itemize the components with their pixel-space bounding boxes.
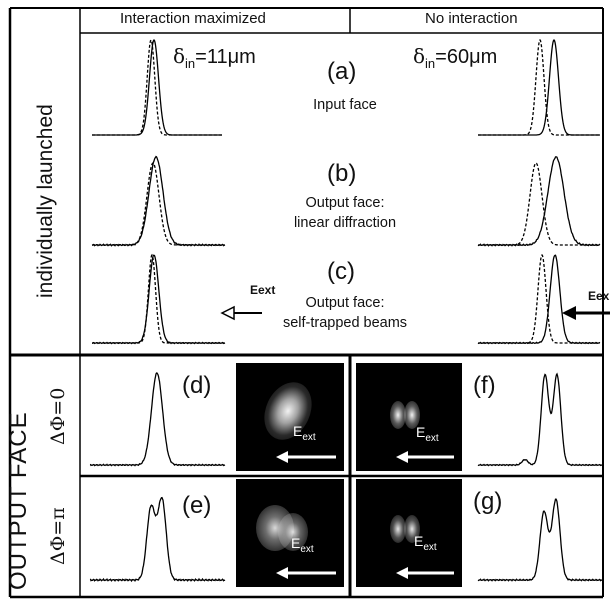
panel-e-label: (e) xyxy=(182,492,212,519)
panel-f-label: (f) xyxy=(473,372,496,399)
profile-b-left-dashed xyxy=(92,162,225,246)
field-label-image: Eext xyxy=(416,424,439,444)
field-symbol: E xyxy=(416,424,426,440)
field-label-image: Eext xyxy=(293,423,316,443)
caption-line: Input face xyxy=(313,97,377,113)
beam-spot xyxy=(390,401,406,429)
profile-b-left-solid xyxy=(91,155,226,247)
field-arrows xyxy=(220,305,610,579)
field-label-image: Eext xyxy=(414,533,437,553)
profile-f xyxy=(477,372,604,467)
profile-e xyxy=(89,496,226,583)
panel-c-caption: Output face: self-trapped beams xyxy=(258,293,432,333)
image-field-arrow-head xyxy=(276,567,288,579)
panel-b-label: (b) xyxy=(327,160,357,187)
caption-line: Output face: xyxy=(305,195,385,211)
profile-d xyxy=(89,372,226,467)
profile-b-right-dashed xyxy=(478,162,600,246)
caption-line: self-trapped beams xyxy=(282,315,408,331)
panel-d-label: (d) xyxy=(182,372,212,399)
image-field-arrow-head xyxy=(396,451,408,463)
panel-g-label: (g) xyxy=(473,488,503,515)
profile-g xyxy=(477,498,604,582)
profile-a-right-dashed xyxy=(478,38,600,136)
image-field-arrow-head xyxy=(396,567,408,579)
field-arrow-left-head xyxy=(220,305,235,321)
field-subscript: ext xyxy=(423,542,437,553)
field-label-left: Eext xyxy=(250,283,276,297)
delta-value: =60μm xyxy=(435,46,498,68)
field-arrow-right-head xyxy=(562,306,576,320)
profile-c-right-solid xyxy=(477,254,601,345)
grid-lines xyxy=(8,7,604,599)
panel-a-caption: Input face xyxy=(270,95,420,115)
caption-line: Output face: xyxy=(305,295,385,311)
image-f: Eext xyxy=(356,363,462,471)
delta-symbol: δ xyxy=(413,44,426,68)
beam-spot xyxy=(390,515,406,543)
header-interaction-maximized: Interaction maximized xyxy=(120,10,266,27)
field-subscript: ext xyxy=(425,433,439,444)
field-symbol: E xyxy=(414,533,424,549)
image-d: Eext xyxy=(236,363,344,471)
delta-symbol: δ xyxy=(173,44,186,68)
profile-c-right-dashed xyxy=(478,253,600,344)
panel-c-label: (c) xyxy=(327,258,355,285)
field-label-image: Eext xyxy=(291,535,314,555)
image-e: Eext xyxy=(236,479,344,587)
individually-launched-label: individually launched xyxy=(34,104,57,298)
field-symbol: E xyxy=(291,535,301,551)
delta-phi-zero-label: ΔΦ=0 xyxy=(47,387,69,445)
profile-c-left-solid xyxy=(92,254,226,345)
caption-line: linear diffraction xyxy=(293,215,397,231)
panel-b-caption: Output face: linear diffraction xyxy=(258,193,432,233)
panel-a-label: (a) xyxy=(327,58,357,85)
delta-in-left: δin=11μm xyxy=(173,44,256,71)
image-field-arrow-head xyxy=(276,451,288,463)
profile-a-left-dashed xyxy=(92,38,222,136)
delta-in-right: δin=60μm xyxy=(413,44,498,71)
profile-traces xyxy=(89,38,604,583)
beam-spot xyxy=(404,515,420,543)
delta-value: =11μm xyxy=(195,46,256,68)
image-g: Eext xyxy=(356,479,462,587)
field-label-right: Eex xyxy=(588,289,610,303)
field-subscript: ext xyxy=(302,432,316,443)
beam-spot xyxy=(278,513,308,551)
delta-phi-pi-label: ΔΦ=π xyxy=(47,507,69,565)
beam-spot xyxy=(404,401,420,429)
delta-subscript: in xyxy=(425,56,436,71)
header-no-interaction: No interaction xyxy=(425,10,518,27)
delta-subscript: in xyxy=(185,56,196,71)
profile-c-left-dashed xyxy=(92,253,225,344)
output-face-label: OUTPUT FACE xyxy=(5,411,32,590)
field-symbol: E xyxy=(293,423,303,439)
field-subscript: ext xyxy=(300,544,314,555)
